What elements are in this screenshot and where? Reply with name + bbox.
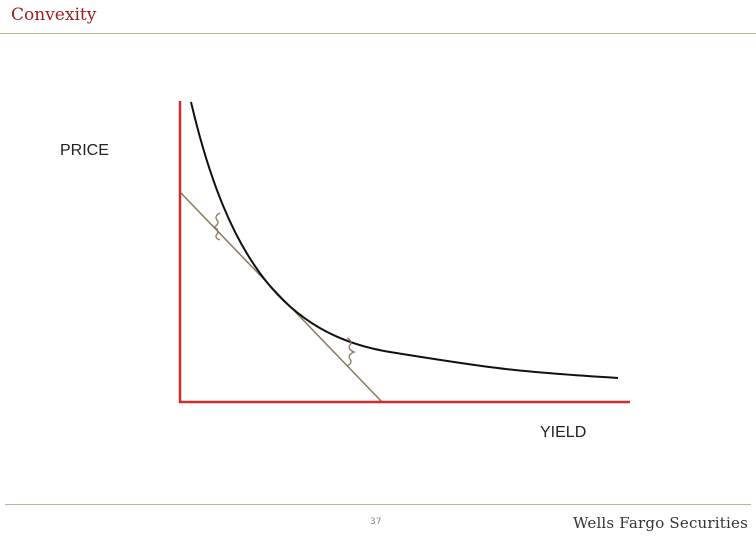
convexity-gap-brace-upper — [212, 212, 221, 241]
brand-logo-text: Wells Fargo Securities — [572, 514, 748, 532]
slide-title: Convexity — [11, 5, 97, 25]
title-divider — [0, 33, 756, 34]
price-axis-label: PRICE — [60, 142, 109, 159]
footer-divider — [5, 504, 751, 505]
convexity-gap-brace-lower — [346, 337, 356, 367]
page-number: 37 — [370, 517, 382, 527]
price-yield-curve — [190, 101, 619, 379]
yield-axis-label: YIELD — [540, 424, 587, 441]
